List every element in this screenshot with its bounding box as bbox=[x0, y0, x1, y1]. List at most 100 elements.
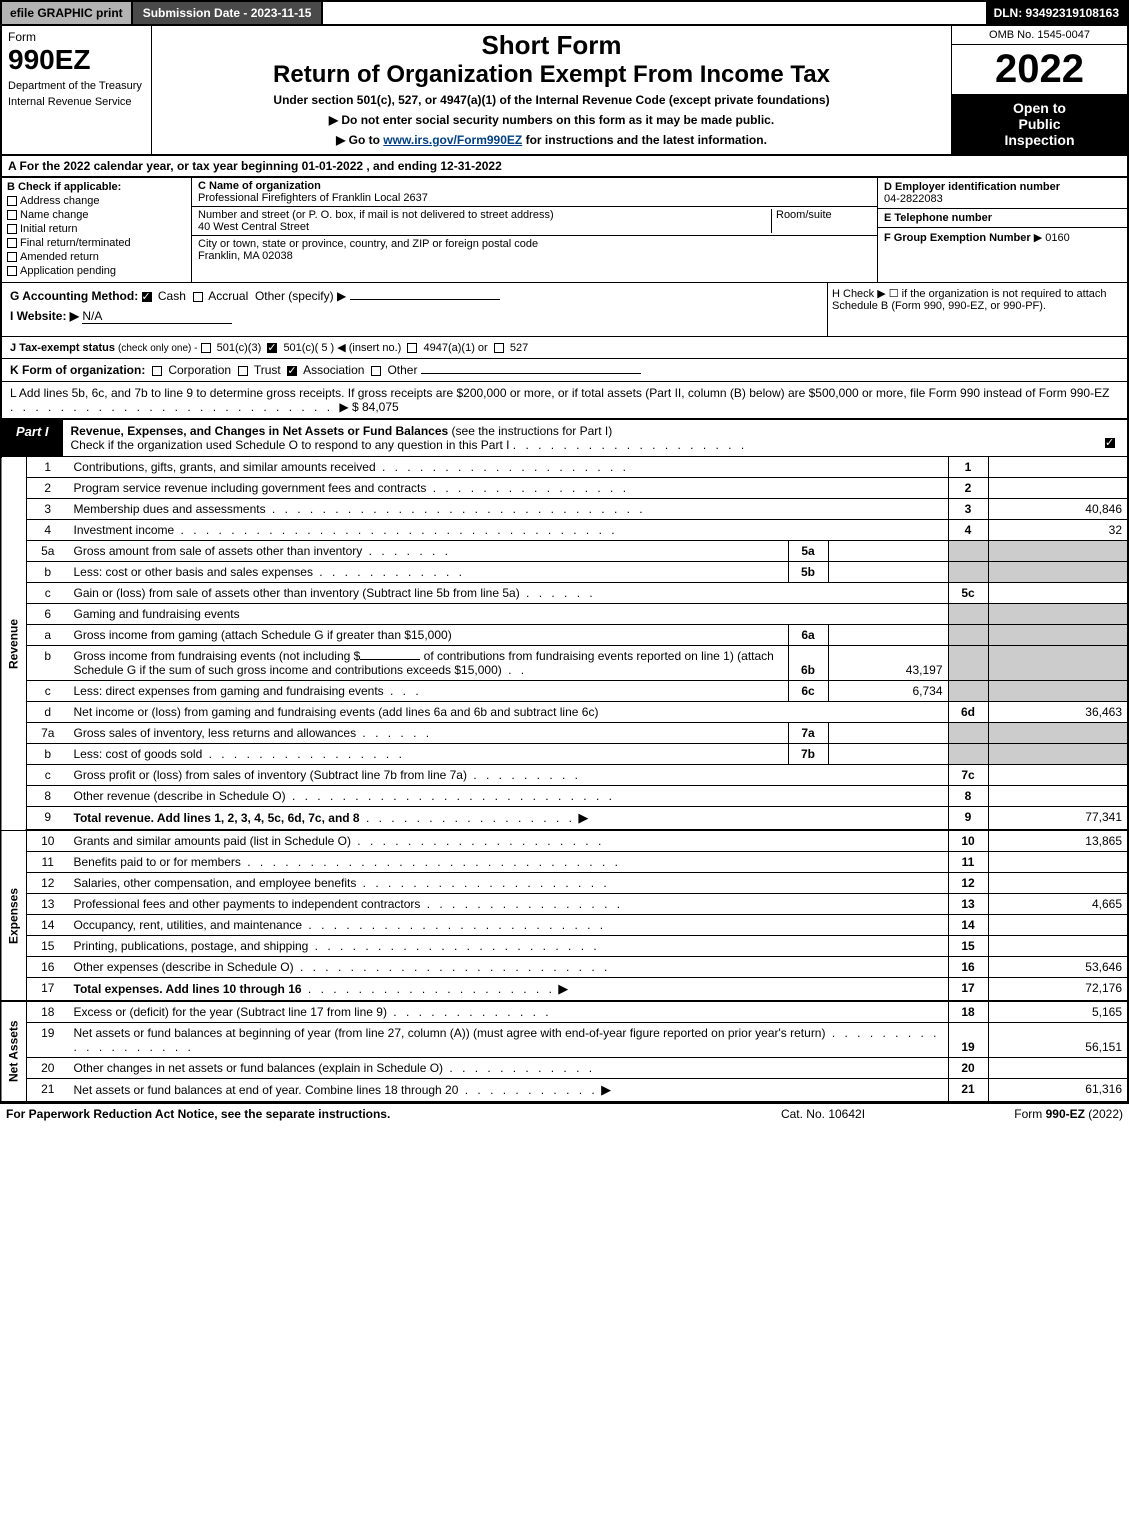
checkbox-icon[interactable] bbox=[201, 343, 211, 353]
efile-print-link[interactable]: efile GRAPHIC print bbox=[2, 2, 133, 24]
line-desc: Net assets or fund balances at end of ye… bbox=[74, 1083, 459, 1097]
line-desc: Other expenses (describe in Schedule O) bbox=[74, 960, 294, 974]
line-desc: Program service revenue including govern… bbox=[74, 481, 427, 495]
sub-val bbox=[828, 625, 948, 646]
line-3: 3 Membership dues and assessments . . . … bbox=[1, 499, 1128, 520]
line-7c: c Gross profit or (loss) from sales of i… bbox=[1, 765, 1128, 786]
right-val: 72,176 bbox=[988, 978, 1128, 1002]
street-row: Number and street (or P. O. box, if mail… bbox=[192, 207, 877, 236]
right-no: 13 bbox=[948, 894, 988, 915]
checkbox-icon bbox=[7, 266, 17, 276]
checkbox-icon[interactable] bbox=[193, 292, 203, 302]
checkbox-checked-icon[interactable] bbox=[267, 343, 277, 353]
shade-cell bbox=[988, 723, 1128, 744]
right-no: 21 bbox=[948, 1079, 988, 1103]
right-val bbox=[988, 852, 1128, 873]
open-to-public: Open to Public Inspection bbox=[952, 94, 1127, 154]
dots: . . . . . . . . . . . . . . . . . . . bbox=[513, 438, 747, 452]
right-no: 9 bbox=[948, 807, 988, 831]
checkbox-icon[interactable] bbox=[152, 366, 162, 376]
checkbox-icon[interactable] bbox=[494, 343, 504, 353]
right-val: 56,151 bbox=[988, 1023, 1128, 1058]
shade-cell bbox=[948, 646, 988, 681]
right-val: 5,165 bbox=[988, 1001, 1128, 1023]
line-5c: c Gain or (loss) from sale of assets oth… bbox=[1, 583, 1128, 604]
line-desc: Salaries, other compensation, and employ… bbox=[74, 876, 357, 890]
line-no: 2 bbox=[27, 478, 69, 499]
checkbox-checked-icon[interactable] bbox=[1105, 438, 1115, 448]
line-no: 21 bbox=[27, 1079, 69, 1103]
right-no: 2 bbox=[948, 478, 988, 499]
d-ein-value: 04-2822083 bbox=[884, 193, 943, 205]
ssn-warning: ▶ Do not enter social security numbers o… bbox=[156, 113, 947, 127]
k-other-input[interactable] bbox=[421, 373, 641, 374]
line-desc: Grants and similar amounts paid (list in… bbox=[74, 834, 351, 848]
line-no: 10 bbox=[27, 830, 69, 852]
checkbox-icon[interactable] bbox=[407, 343, 417, 353]
right-val: 40,846 bbox=[988, 499, 1128, 520]
footer-right: Form 990-EZ (2022) bbox=[923, 1107, 1123, 1121]
checkbox-icon bbox=[7, 238, 17, 248]
line-desc: Gross amount from sale of assets other t… bbox=[74, 544, 363, 558]
chk-initial-return[interactable]: Initial return bbox=[7, 223, 186, 235]
checkbox-icon[interactable] bbox=[238, 366, 248, 376]
part1-header: Part I Revenue, Expenses, and Changes in… bbox=[0, 420, 1129, 457]
footer-cat-no: Cat. No. 10642I bbox=[723, 1107, 923, 1121]
revenue-side-label: Revenue bbox=[1, 457, 27, 830]
line-no: b bbox=[27, 646, 69, 681]
line-desc: Other changes in net assets or fund bala… bbox=[74, 1061, 444, 1075]
shade-cell bbox=[988, 646, 1128, 681]
line-19: 19 Net assets or fund balances at beginn… bbox=[1, 1023, 1128, 1058]
shade-cell bbox=[988, 744, 1128, 765]
open-line1: Open to bbox=[956, 100, 1123, 116]
k-assoc: Association bbox=[303, 363, 364, 377]
line-no: 8 bbox=[27, 786, 69, 807]
checkbox-checked-icon[interactable] bbox=[287, 366, 297, 376]
checkbox-checked-icon[interactable] bbox=[142, 292, 152, 302]
open-line2: Public bbox=[956, 116, 1123, 132]
right-val: 32 bbox=[988, 520, 1128, 541]
line-desc: Other revenue (describe in Schedule O) bbox=[74, 789, 286, 803]
blank-input[interactable] bbox=[360, 659, 420, 660]
right-no: 10 bbox=[948, 830, 988, 852]
form-header: Form 990EZ Department of the Treasury In… bbox=[0, 26, 1129, 156]
line-desc: Gross profit or (loss) from sales of inv… bbox=[74, 768, 467, 782]
sub-no: 7b bbox=[788, 744, 828, 765]
line-desc: Net income or (loss) from gaming and fun… bbox=[69, 702, 949, 723]
g-other-input[interactable] bbox=[350, 299, 500, 300]
e-phone-label: E Telephone number bbox=[884, 212, 992, 224]
irs-link[interactable]: www.irs.gov/Form990EZ bbox=[383, 133, 522, 147]
sub-val: 6,734 bbox=[828, 681, 948, 702]
line-no: 16 bbox=[27, 957, 69, 978]
checkbox-icon[interactable] bbox=[371, 366, 381, 376]
right-no: 3 bbox=[948, 499, 988, 520]
right-no: 12 bbox=[948, 873, 988, 894]
line-7a: 7a Gross sales of inventory, less return… bbox=[1, 723, 1128, 744]
g-accounting: G Accounting Method: Cash Accrual Other … bbox=[10, 289, 819, 303]
sub-no: 6a bbox=[788, 625, 828, 646]
right-no: 5c bbox=[948, 583, 988, 604]
line-desc: Gross sales of inventory, less returns a… bbox=[74, 726, 357, 740]
footer-right-post: (2022) bbox=[1085, 1107, 1123, 1121]
i-label: I Website: ▶ bbox=[10, 309, 79, 323]
top-bar: efile GRAPHIC print Submission Date - 20… bbox=[0, 0, 1129, 26]
part1-title-main: Revenue, Expenses, and Changes in Net As… bbox=[71, 424, 449, 438]
chk-final-return[interactable]: Final return/terminated bbox=[7, 237, 186, 249]
chk-label: Application pending bbox=[20, 265, 116, 277]
shade-cell bbox=[948, 625, 988, 646]
city-label: City or town, state or province, country… bbox=[198, 238, 538, 250]
chk-address-change[interactable]: Address change bbox=[7, 195, 186, 207]
line-8: 8 Other revenue (describe in Schedule O)… bbox=[1, 786, 1128, 807]
right-no: 6d bbox=[948, 702, 988, 723]
chk-amended-return[interactable]: Amended return bbox=[7, 251, 186, 263]
chk-application-pending[interactable]: Application pending bbox=[7, 265, 186, 277]
shade-cell bbox=[948, 604, 988, 625]
line-no: 5a bbox=[27, 541, 69, 562]
topbar-spacer bbox=[323, 2, 985, 24]
line-desc: Less: cost or other basis and sales expe… bbox=[74, 565, 313, 579]
g-other: Other (specify) ▶ bbox=[255, 289, 346, 303]
l-arrow: ▶ $ bbox=[339, 400, 358, 414]
chk-name-change[interactable]: Name change bbox=[7, 209, 186, 221]
submission-date: Submission Date - 2023-11-15 bbox=[133, 2, 324, 24]
footer-right-pre: Form bbox=[1014, 1107, 1045, 1121]
